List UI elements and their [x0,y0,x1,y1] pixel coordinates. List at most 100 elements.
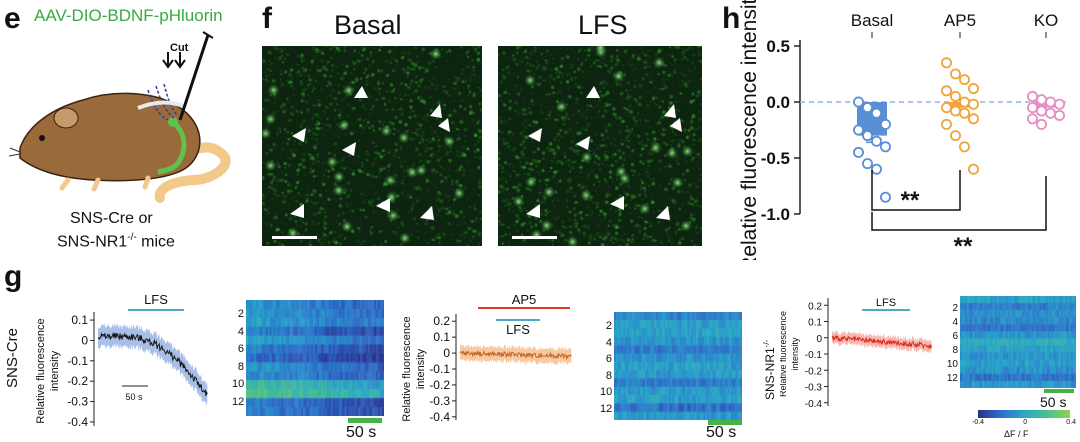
data-point [967,163,979,175]
y-tick-label: -0.1 [429,362,450,376]
arrowhead [420,206,434,220]
category-label: KO [1034,11,1059,30]
arrowhead [610,196,624,210]
y-tick-label: 0.1 [808,318,822,329]
data-point [1053,98,1065,110]
data-point [852,124,864,136]
arrowhead [292,128,306,142]
data-point [870,135,882,147]
micrograph-basal [262,46,482,246]
arrowhead [656,206,670,220]
category-label: Basal [851,11,894,30]
y-tick-label: -1.0 [761,205,790,224]
row-tick: 6 [952,331,958,342]
row-tick: 10 [232,378,245,390]
data-point [967,98,979,110]
scale-bar-lfs [512,236,557,239]
y-label-line-1: Relative fluorescence [35,318,47,423]
heatmap1-time-label: 50 s [346,424,377,441]
y-tick-label: -0.4 [67,415,88,429]
y-tick-label: 0.1 [433,330,450,344]
row-tick: 2 [605,320,612,332]
virus-label: AAV-DIO-BDNF-pHluorin [34,6,223,25]
row-tick: 6 [237,343,244,355]
y-tick-label: 0 [81,333,88,347]
trace-ap5: 0.2 0.1 0 -0.1 -0.2 -0.3 -0.4 Relative fluoresc… [401,292,572,424]
y-tick-label: -0.1 [805,350,823,361]
lfs-bar-label: LFS [506,322,530,337]
y-tick-label: -0.3 [805,383,823,394]
y-tick-label: -0.3 [67,395,88,409]
data-point [852,146,864,158]
arrowheads-lfs [526,86,682,220]
panel-label-h: h [722,2,741,35]
heatmap3-time-label: 50 s [1040,394,1067,410]
colorbar-tick: 0.4 [1066,419,1076,426]
y-label-line-1: Relative fluorescence [401,316,413,421]
data-point [1044,107,1056,119]
data-point [967,113,979,125]
row-tick: 4 [952,317,958,328]
y-tick-label: 0.1 [71,313,88,327]
arrowhead [342,142,356,156]
significance-label: ** [954,233,973,260]
row-tick: 12 [600,402,613,415]
row-tick: 8 [237,360,244,373]
heatmap3-rows: 2 4 6 8 10 12 [946,302,958,386]
significance-bracket-1 [871,170,961,211]
trace1-row-label: SNS-Cre [4,327,21,388]
data-point [861,130,873,142]
trace-line [459,350,572,361]
arrowhead [664,104,676,118]
data-point [1035,118,1047,130]
data-point [861,158,873,170]
lfs-bar-label: LFS [876,297,896,309]
data-point [1026,90,1038,102]
significance-label: ** [901,187,920,214]
data-point [1026,113,1038,125]
colorbar [978,410,1070,418]
y-axis-label: Relative fluorescence intensity [738,0,761,260]
y-label-line-2: intensity [790,337,800,371]
data-point [861,102,873,114]
heatmap-sns-cre [246,300,384,416]
mice-line-2-a: SNS-NR1 [57,233,128,251]
electrode [178,34,210,121]
time-scale-label: 50 s [125,392,143,402]
y-tick-label: -0.5 [761,149,790,168]
colorbar-tick: 0 [1023,419,1028,426]
row-tick: 6 [605,353,612,365]
micrograph-lfs-title: LFS [578,10,628,40]
trace-line [97,331,208,397]
data-point [852,96,864,108]
heatmap2-time-label: 50 s [706,424,737,441]
heatmap2-time-bar [708,420,742,425]
micrograph-basal-title: Basal [334,10,402,40]
mouse-illustration [8,31,231,203]
row-tick: 8 [952,345,958,356]
ap5-bar-label: AP5 [512,292,537,307]
data-point [879,141,891,153]
data-point [1026,102,1038,114]
panel-label-g: g [4,260,23,293]
y-tick-label: -0.3 [429,394,450,408]
arrowheads-basal [290,86,450,220]
arrowhead [290,204,304,218]
data-point [940,85,952,97]
row-tick: 4 [605,336,612,349]
trace3-row-label: SNS-NR1-/- [762,340,777,400]
heatmap1-time-bar [348,418,382,423]
data-point [958,96,970,108]
data-point [940,118,952,130]
trace3-row-label-sup: -/- [762,339,771,348]
trace-error-band [98,322,208,407]
y-tick-label: -0.2 [67,374,88,388]
data-point [940,57,952,69]
y-tick-label: 0.0 [766,93,790,112]
y-tick-label: -0.4 [805,399,823,410]
data-point [879,118,891,130]
y-tick-label: 0 [443,346,450,360]
mice-line-1: SNS-Cre or [70,210,153,227]
spinal-cord [157,120,187,175]
